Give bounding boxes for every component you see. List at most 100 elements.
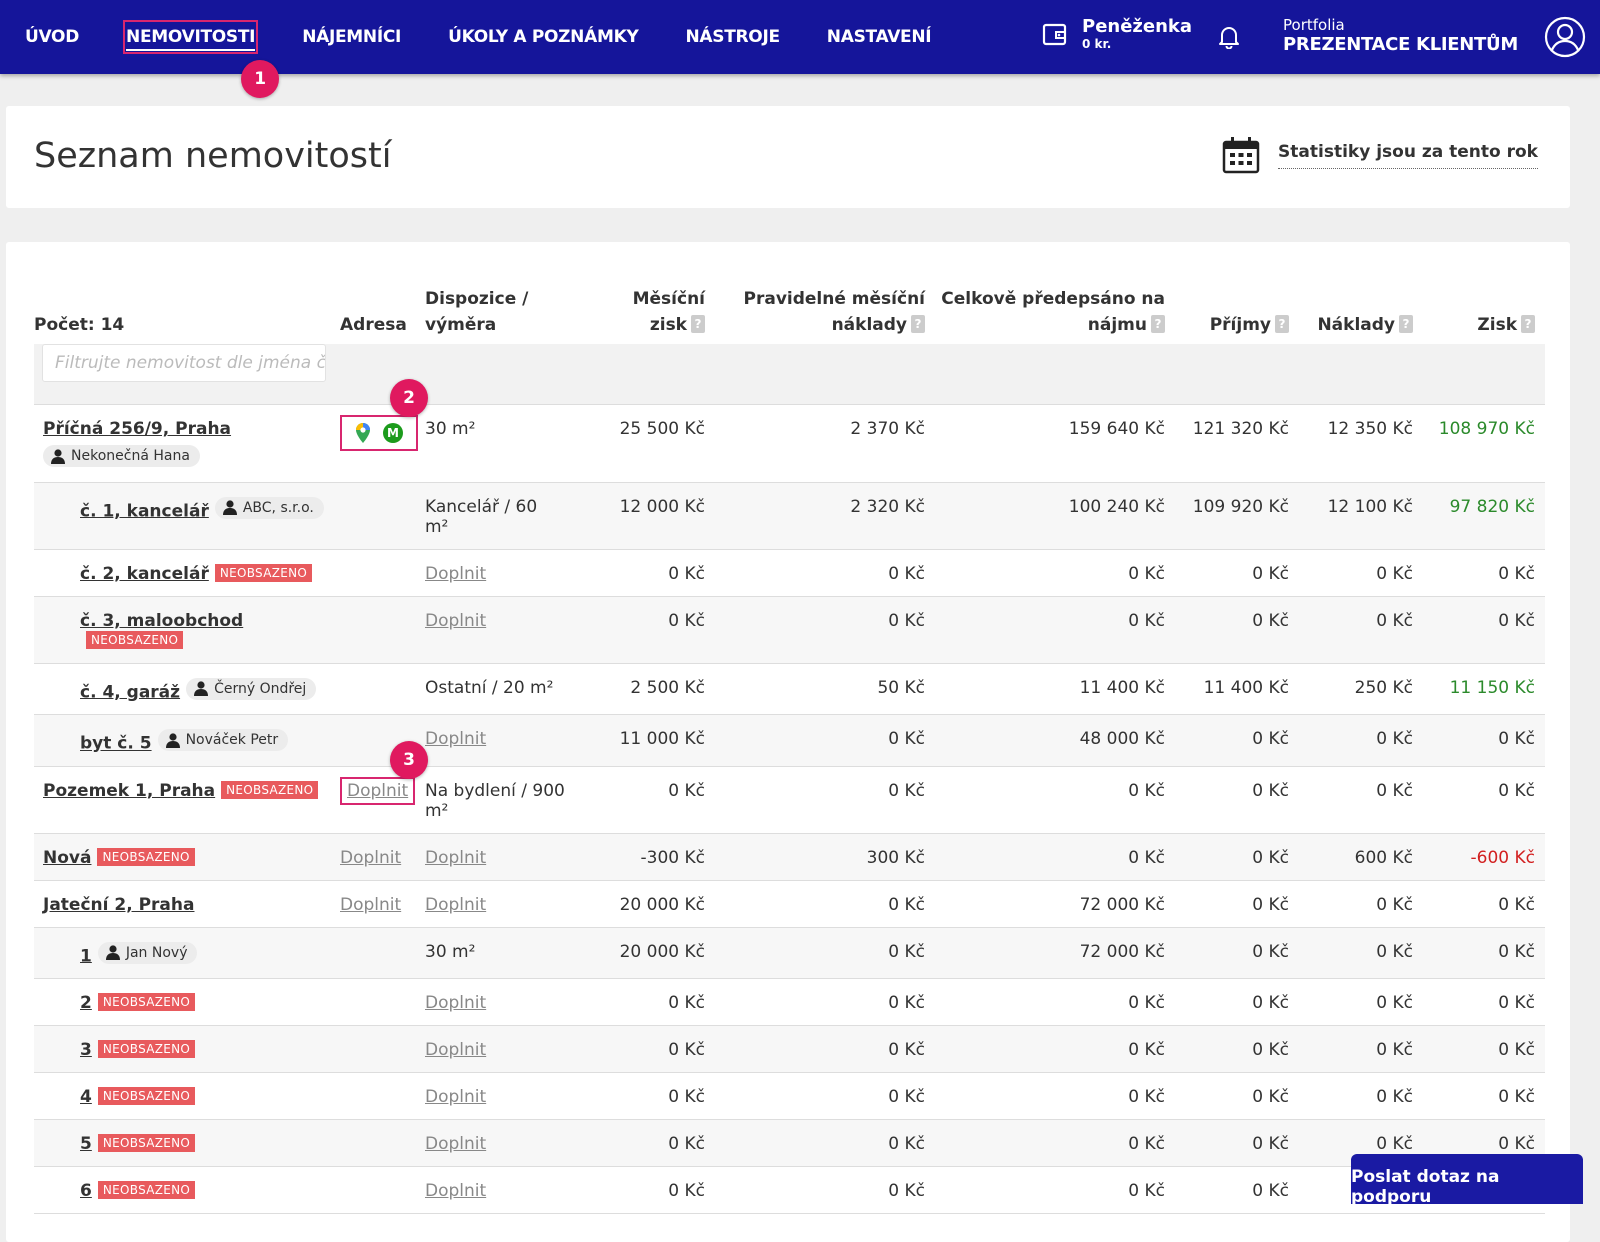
- tenant-tag[interactable]: Nováček Petr: [157, 729, 289, 751]
- amount: 11 150 Kč: [1449, 677, 1535, 698]
- property-name[interactable]: č. 3, maloobchod: [80, 610, 244, 631]
- address-link[interactable]: Doplnit: [340, 894, 402, 915]
- name-cell: 3 NEOBSAZENO: [34, 1025, 340, 1073]
- amount: 250 Kč: [1354, 677, 1413, 698]
- address-link[interactable]: Doplnit: [340, 847, 402, 868]
- property-name[interactable]: 6: [80, 1181, 92, 1201]
- amount: 0 Kč: [888, 941, 925, 962]
- amount: 0 Kč: [668, 1040, 705, 1060]
- disposition[interactable]: Doplnit: [425, 993, 487, 1013]
- amount: 2 500 Kč: [630, 677, 705, 698]
- property-name[interactable]: Nová: [43, 847, 92, 868]
- amount-cell: 159 640 Kč: [935, 404, 1175, 483]
- amount-cell: 300 Kč: [715, 833, 935, 881]
- disposition[interactable]: Doplnit: [425, 847, 487, 868]
- disposition[interactable]: Doplnit: [425, 1134, 487, 1154]
- notifications-icon[interactable]: [1218, 25, 1240, 49]
- amount: 12 000 Kč: [619, 496, 705, 517]
- amount-cell: 2 370 Kč: [715, 404, 935, 483]
- amount-cell: 0 Kč: [935, 766, 1175, 834]
- disposition[interactable]: Doplnit: [425, 1040, 487, 1060]
- nav-item[interactable]: ÚVOD: [22, 20, 82, 54]
- column-title: Pravidelné měsíční náklady: [743, 289, 926, 335]
- amount: 0 Kč: [668, 1134, 705, 1154]
- name-cell: Jateční 2, Praha: [34, 880, 340, 928]
- nav-item[interactable]: NASTAVENÍ: [824, 20, 935, 54]
- help-icon[interactable]: ?: [911, 315, 925, 333]
- property-name[interactable]: 5: [80, 1134, 92, 1154]
- property-name[interactable]: byt č. 5: [80, 733, 152, 754]
- amount: 97 820 Kč: [1449, 496, 1535, 517]
- disposition[interactable]: Doplnit: [425, 894, 487, 915]
- header-card: Seznam nemovitostí Statistiky jsou za te…: [6, 106, 1570, 208]
- header-row: Počet: 14 Adresa Dispozice / výměra Měsíčn…: [34, 264, 1545, 344]
- amount: 11 400 Kč: [1079, 677, 1165, 698]
- disposition-cell: Doplnit: [425, 880, 590, 928]
- disposition-cell: 30 m²: [425, 927, 590, 979]
- property-name[interactable]: 1: [80, 946, 92, 966]
- amount: 0 Kč: [1376, 729, 1413, 749]
- user-icon[interactable]: [1544, 16, 1586, 58]
- disposition[interactable]: Doplnit: [425, 729, 487, 749]
- property-name[interactable]: 4: [80, 1087, 92, 1107]
- disposition[interactable]: Doplnit: [425, 563, 487, 584]
- tenant-tag[interactable]: ABC, s.r.o.: [214, 496, 324, 519]
- filter-input[interactable]: Filtrujte nemovitost dle jména či n: [42, 344, 326, 382]
- amount-cell: 0 Kč: [715, 596, 935, 664]
- property-name[interactable]: Jateční 2, Praha: [43, 894, 195, 915]
- column-title: Příjmy: [1209, 315, 1271, 335]
- tenant-tag[interactable]: Jan Nový: [97, 941, 198, 964]
- count: Počet: 14: [34, 315, 125, 335]
- property-name[interactable]: č. 4, garáž: [80, 682, 181, 702]
- map-icon[interactable]: [355, 423, 371, 443]
- tenant-tag[interactable]: Nekonečná Hana: [43, 445, 200, 467]
- name-cell: 6 NEOBSAZENO: [34, 1166, 340, 1214]
- amount-cell: 72 000 Kč: [935, 927, 1175, 979]
- amount: 0 Kč: [1376, 1040, 1413, 1060]
- property-name[interactable]: č. 2, kancelář: [80, 563, 209, 584]
- help-icon[interactable]: ?: [1399, 315, 1413, 333]
- property-name[interactable]: 2: [80, 993, 92, 1013]
- help-icon[interactable]: ?: [1151, 315, 1165, 333]
- amount-cell: 0 Kč: [1175, 549, 1299, 597]
- stats-period[interactable]: Statistiky jsou za tento rok: [1222, 136, 1538, 174]
- property-name[interactable]: 3: [80, 1040, 92, 1060]
- person-icon: [51, 448, 65, 464]
- amount: 0 Kč: [1128, 1087, 1165, 1107]
- nav-item[interactable]: NÁJEMNÍCI: [299, 20, 404, 54]
- metro-icon[interactable]: M: [383, 423, 403, 443]
- amount-cell: 250 Kč: [1299, 663, 1423, 715]
- property-name[interactable]: Příčná 256/9, Praha: [43, 419, 232, 439]
- amount: 0 Kč: [1376, 894, 1413, 915]
- nav-item[interactable]: NÁSTROJE: [682, 20, 782, 54]
- help-icon[interactable]: ?: [1521, 315, 1535, 333]
- amount-cell: 50 Kč: [715, 663, 935, 715]
- amount-cell: 0 Kč: [935, 549, 1175, 597]
- amount: 300 Kč: [866, 847, 925, 868]
- portfolio-switch[interactable]: Portfolia PREZENTACE KLIENTŮM: [1283, 16, 1518, 55]
- property-row: 4 NEOBSAZENO Doplnit 0 Kč 0 Kč 0 Kč 0 Kč 0 Kč 0 …: [34, 1072, 1545, 1120]
- amount-cell: 0 Kč: [1423, 880, 1545, 928]
- tenant-tag[interactable]: Černý Ondřej: [186, 677, 317, 700]
- disposition[interactable]: Doplnit: [425, 1087, 487, 1107]
- nav-item[interactable]: ÚKOLY A POZNÁMKY: [445, 20, 641, 54]
- disposition[interactable]: Doplnit: [425, 610, 487, 631]
- amount: 0 Kč: [1252, 1040, 1289, 1060]
- amount: 0 Kč: [1128, 1040, 1165, 1060]
- wallet[interactable]: Peněženka 0 kr.: [1042, 16, 1192, 51]
- name-cell: Příčná 256/9, Praha Nekonečná Hana: [34, 404, 340, 483]
- amount-cell: 20 000 Kč: [590, 880, 715, 928]
- support-button[interactable]: Poslat dotaz na podporu: [1351, 1154, 1583, 1207]
- property-row: Příčná 256/9, Praha Nekonečná Hana M 2 30 m²…: [34, 379, 1545, 483]
- help-icon[interactable]: ?: [691, 315, 705, 333]
- property-name[interactable]: č. 1, kancelář: [80, 501, 209, 521]
- status-tag: NEOBSAZENO: [97, 1087, 196, 1105]
- amount: -600 Kč: [1470, 847, 1535, 868]
- property-name[interactable]: Pozemek 1, Praha: [43, 780, 216, 801]
- address-link[interactable]: Doplnit: [347, 780, 409, 801]
- help-icon[interactable]: ?: [1275, 315, 1289, 333]
- status-tag: NEOBSAZENO: [86, 630, 184, 649]
- nav-item[interactable]: NEMOVITOSTI 1: [123, 20, 280, 98]
- amount: 0 Kč: [668, 1087, 705, 1107]
- disposition[interactable]: Doplnit: [425, 1181, 487, 1201]
